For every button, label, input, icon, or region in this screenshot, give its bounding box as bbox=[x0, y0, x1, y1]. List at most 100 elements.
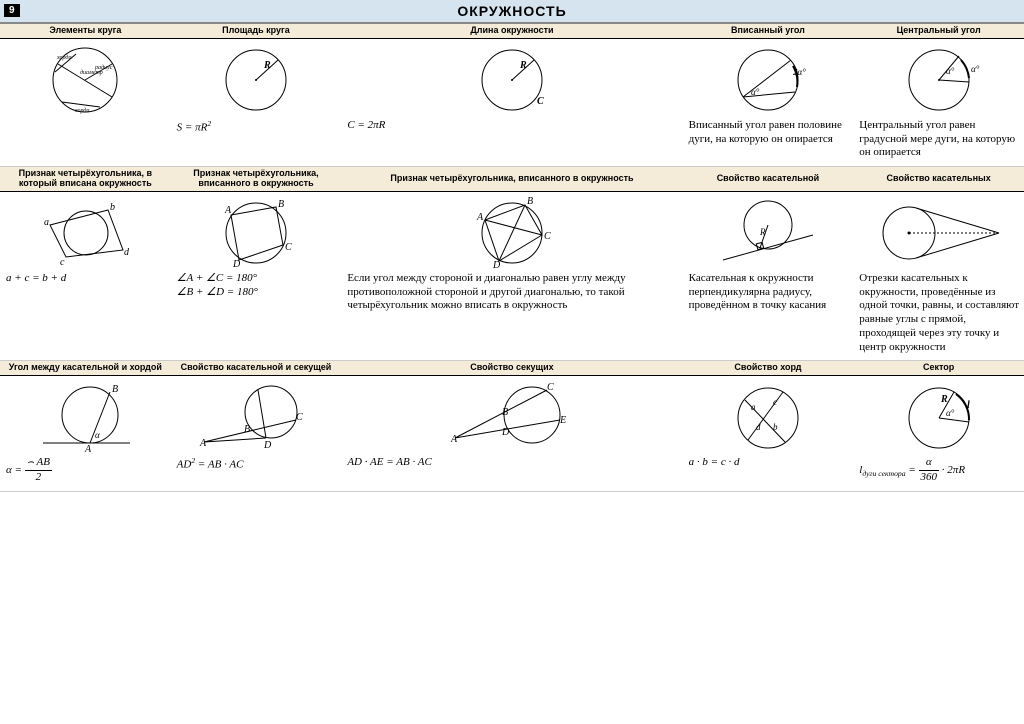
diagram-elements: хорда диаметр радиус хорда bbox=[4, 41, 167, 119]
diagram-tangent-chord: A B α bbox=[4, 378, 167, 456]
diagram-inscribed-angle: 2α° α° bbox=[687, 41, 850, 119]
svg-text:R: R bbox=[519, 60, 527, 71]
desc-cyclic2: Если угол между стороной и диагональю ра… bbox=[345, 272, 678, 313]
reference-table: Элементы круга Площадь круга Длина окруж… bbox=[0, 23, 1024, 492]
formula-circ: C = 2πR bbox=[345, 119, 678, 133]
hdr-r3-3: Свойство хорд bbox=[683, 361, 854, 376]
formula-chords: a · b = c · d bbox=[687, 456, 850, 470]
cell-r1c6: α° α° Центральный угол равен градусной м… bbox=[853, 38, 1024, 166]
desc-inscribed: Вписанный угол равен половине дуги, на к… bbox=[687, 119, 850, 147]
svg-text:C: C bbox=[296, 412, 303, 423]
cell-r2c3: A B C D Если угол между стороной и диаго… bbox=[341, 191, 682, 361]
cell-r1c2: R S = πR2 bbox=[171, 38, 342, 166]
svg-text:A: A bbox=[450, 434, 458, 445]
svg-text:a: a bbox=[44, 217, 49, 228]
svg-text:R: R bbox=[263, 60, 271, 71]
svg-text:C: C bbox=[285, 242, 292, 253]
hdr-r2-1: Признак четырёхугольника, вписанного в о… bbox=[171, 167, 342, 192]
svg-text:α°: α° bbox=[971, 64, 980, 74]
formula-sector: lдуги сектора = α360 · 2πR bbox=[857, 456, 1020, 485]
formula-area: S = πR2 bbox=[175, 119, 338, 135]
svg-text:a: a bbox=[751, 402, 756, 412]
diagram-area: R bbox=[175, 41, 338, 119]
svg-text:b: b bbox=[773, 422, 778, 432]
cell-r3c2: A B C D AD2 = AB · AC bbox=[171, 376, 342, 492]
svg-text:радиус: радиус bbox=[94, 64, 113, 71]
svg-text:α°: α° bbox=[946, 66, 955, 76]
cell-r3c1: A B α α = ⌢ AB2 bbox=[0, 376, 171, 492]
formula-tang-quad: a + c = b + d bbox=[4, 272, 167, 286]
hdr-r2-4: Свойство касательных bbox=[853, 167, 1024, 192]
svg-text:B: B bbox=[112, 384, 118, 395]
svg-text:B: B bbox=[527, 196, 533, 207]
desc-central: Центральный угол равен градусной мере ду… bbox=[857, 119, 1020, 160]
svg-text:B: B bbox=[502, 407, 508, 418]
svg-text:A: A bbox=[84, 444, 92, 455]
svg-text:d: d bbox=[756, 422, 761, 432]
cell-r3c4: a b d c a · b = c · d bbox=[683, 376, 854, 492]
svg-text:c: c bbox=[60, 257, 65, 268]
diagram-cyclic-quad: A B C D bbox=[175, 194, 338, 272]
diagram-tangent-secant: A B C D bbox=[175, 378, 338, 456]
page-number: 9 bbox=[4, 4, 20, 17]
diagram-central-angle: α° α° bbox=[857, 41, 1020, 119]
diagram-tangents bbox=[857, 194, 1020, 272]
svg-text:b: b bbox=[110, 202, 115, 213]
svg-text:C: C bbox=[547, 382, 554, 393]
svg-text:C: C bbox=[544, 231, 551, 242]
svg-text:A: A bbox=[476, 212, 484, 223]
hdr-r1-0: Элементы круга bbox=[0, 24, 171, 39]
cell-r1c3: R C C = 2πR bbox=[341, 38, 682, 166]
svg-text:хорда: хорда bbox=[56, 54, 71, 61]
hdr-r1-4: Вписанный угол bbox=[683, 24, 854, 39]
svg-text:c: c bbox=[773, 397, 777, 407]
svg-text:D: D bbox=[501, 427, 510, 438]
svg-text:B: B bbox=[244, 424, 250, 435]
svg-text:d: d bbox=[124, 247, 130, 258]
svg-text:хорда: хорда bbox=[74, 107, 89, 114]
hdr-r3-4: Сектор bbox=[853, 361, 1024, 376]
hdr-r2-0: Признак четырёхугольника, в который впис… bbox=[0, 167, 171, 192]
cell-r1c1: хорда диаметр радиус хорда bbox=[0, 38, 171, 166]
diagram-sector: R α° l bbox=[857, 378, 1020, 456]
diagram-chords: a b d c bbox=[687, 378, 850, 456]
svg-text:α°: α° bbox=[751, 87, 760, 97]
cell-r2c5: Отрезки касательных к окружности, провед… bbox=[853, 191, 1024, 361]
hdr-r3-2: Свойство секущих bbox=[341, 361, 682, 376]
hdr-r3-0: Угол между касательной и хордой bbox=[0, 361, 171, 376]
svg-text:l: l bbox=[967, 400, 970, 411]
svg-text:C: C bbox=[537, 96, 544, 107]
diagram-tang-quad: a b d c bbox=[4, 194, 167, 272]
desc-tangents: Отрезки касательных к окружности, провед… bbox=[857, 272, 1020, 355]
svg-text:E: E bbox=[559, 415, 566, 426]
diagram-secants: A B C D E bbox=[345, 378, 678, 456]
svg-text:D: D bbox=[492, 260, 501, 271]
formula-secants: AD · AE = AB · AC bbox=[345, 456, 678, 470]
formula-tan-sec: AD2 = AB · AC bbox=[175, 456, 338, 472]
cell-r2c4: R Касательная к окружности перпендикуляр… bbox=[683, 191, 854, 361]
svg-text:α: α bbox=[95, 430, 100, 440]
svg-text:R: R bbox=[759, 227, 766, 237]
svg-text:B: B bbox=[278, 199, 284, 210]
desc-tangent: Касательная к окружности перпендикулярна… bbox=[687, 272, 850, 313]
cell-r3c5: R α° l lдуги сектора = α360 · 2πR bbox=[853, 376, 1024, 492]
hdr-r2-3: Свойство касательной bbox=[683, 167, 854, 192]
hdr-r1-2: Длина окружности bbox=[341, 24, 682, 39]
svg-text:D: D bbox=[263, 440, 272, 451]
formula-tangent-chord: α = ⌢ AB2 bbox=[4, 456, 167, 485]
hdr-r3-1: Свойство касательной и секущей bbox=[171, 361, 342, 376]
svg-text:α°: α° bbox=[946, 408, 955, 418]
main-title: ОКРУЖНОСТЬ bbox=[0, 0, 1024, 23]
cell-r2c2: A B C D ∠A + ∠C = 180°∠B + ∠D = 180° bbox=[171, 191, 342, 361]
cell-r3c3: A B C D E AD · AE = AB · AC bbox=[341, 376, 682, 492]
diagram-circumference: R C bbox=[345, 41, 678, 119]
svg-text:A: A bbox=[224, 205, 232, 216]
svg-text:A: A bbox=[199, 438, 207, 449]
diagram-cyclic-quad2: A B C D bbox=[345, 194, 678, 272]
hdr-r1-5: Центральный угол bbox=[853, 24, 1024, 39]
diagram-tangent: R bbox=[687, 194, 850, 272]
cell-r2c1: a b d c a + c = b + d bbox=[0, 191, 171, 361]
svg-text:R: R bbox=[940, 394, 948, 405]
cell-r1c5: 2α° α° Вписанный угол равен половине дуг… bbox=[683, 38, 854, 166]
formula-cyclic: ∠A + ∠C = 180°∠B + ∠D = 180° bbox=[175, 272, 338, 300]
